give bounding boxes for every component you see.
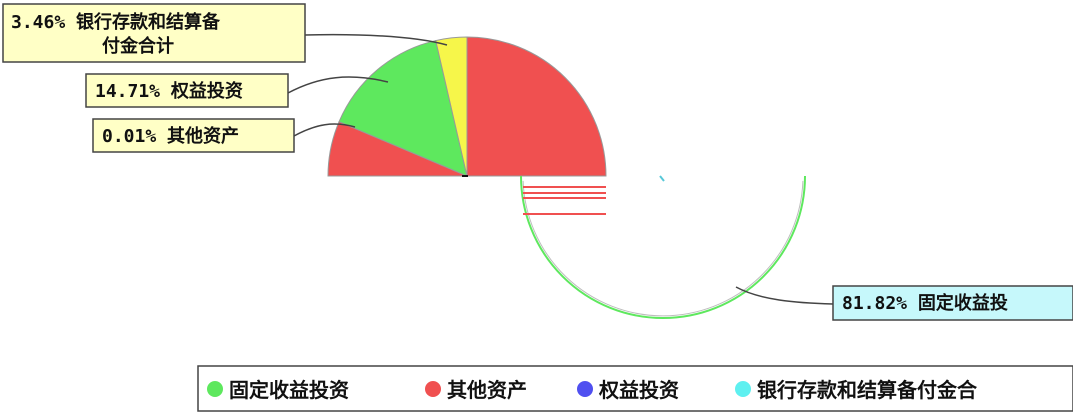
- pie-lower-fragment: [520, 175, 806, 319]
- legend: 固定收益投资 其他资产 权益投资 银行存款和结算备付金合: [197, 365, 1073, 412]
- legend-bank-deposit-marker: [735, 381, 751, 397]
- slice-fixed-income-shadow: [522, 180, 804, 317]
- callout-fixed-income-label: 81.82% 固定收益投: [842, 292, 1008, 314]
- callout-equity-label: 14.71% 权益投资: [95, 80, 243, 102]
- legend-fixed-income-marker: [207, 381, 223, 397]
- arc-tick: [659, 175, 665, 182]
- slice-bank-deposit: [435, 36, 468, 177]
- callout-other-assets: 0.01% 其他资产: [92, 118, 295, 153]
- legend-equity-marker: [577, 381, 593, 397]
- callout-bank-deposit: 3.46% 银行存款和结算备 付金合计: [2, 3, 306, 63]
- legend-bank-deposit-label: 银行存款和结算备付金合: [757, 378, 978, 402]
- slice-fixed-income-outline: [520, 175, 806, 319]
- slice-equity-investment: [338, 39, 468, 177]
- slice-other-assets: [466, 36, 607, 177]
- callout-leaders: [287, 33, 834, 305]
- callout-fixed-income: 81.82% 固定收益投: [832, 285, 1073, 321]
- stripe-artifacts: [523, 186, 606, 215]
- callout-other-assets-label: 0.01% 其他资产: [102, 125, 239, 147]
- legend-other-assets-label: 其他资产: [447, 378, 527, 402]
- legend-equity-label: 权益投资: [598, 378, 679, 402]
- legend-fixed-income-label: 固定收益投资: [229, 378, 349, 402]
- legend-other-assets-marker: [425, 381, 441, 397]
- callout-bank-deposit-line1: 3.46% 银行存款和结算备: [11, 11, 221, 33]
- callout-bank-deposit-line2: 付金合计: [102, 35, 174, 57]
- pie-upper: [327, 36, 607, 177]
- callout-equity: 14.71% 权益投资: [85, 73, 289, 108]
